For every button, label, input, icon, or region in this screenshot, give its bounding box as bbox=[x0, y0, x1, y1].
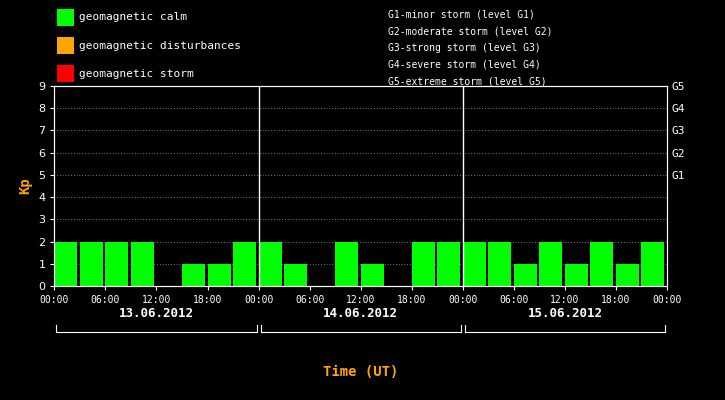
Bar bbox=[463, 242, 486, 286]
Text: G2-moderate storm (level G2): G2-moderate storm (level G2) bbox=[388, 26, 552, 36]
Bar bbox=[54, 242, 78, 286]
Bar bbox=[131, 242, 154, 286]
Bar bbox=[642, 242, 664, 286]
Bar bbox=[412, 242, 435, 286]
Bar bbox=[335, 242, 358, 286]
Text: Time (UT): Time (UT) bbox=[323, 365, 398, 379]
Bar bbox=[360, 264, 384, 286]
Bar bbox=[284, 264, 307, 286]
Bar bbox=[182, 264, 205, 286]
Text: G4-severe storm (level G4): G4-severe storm (level G4) bbox=[388, 60, 541, 70]
Bar bbox=[514, 264, 536, 286]
FancyBboxPatch shape bbox=[57, 37, 74, 54]
Text: geomagnetic storm: geomagnetic storm bbox=[79, 69, 194, 79]
Bar bbox=[80, 242, 103, 286]
Text: 13.06.2012: 13.06.2012 bbox=[119, 307, 194, 320]
Bar bbox=[565, 264, 588, 286]
Text: G3-strong storm (level G3): G3-strong storm (level G3) bbox=[388, 43, 541, 53]
Text: 14.06.2012: 14.06.2012 bbox=[323, 307, 398, 320]
Bar bbox=[437, 242, 460, 286]
Bar bbox=[207, 264, 231, 286]
Bar bbox=[105, 242, 128, 286]
Text: G1-minor storm (level G1): G1-minor storm (level G1) bbox=[388, 10, 535, 20]
Y-axis label: Kp: Kp bbox=[19, 178, 33, 194]
FancyBboxPatch shape bbox=[57, 9, 74, 26]
Bar bbox=[259, 242, 281, 286]
Bar bbox=[539, 242, 563, 286]
Bar bbox=[233, 242, 256, 286]
Bar bbox=[590, 242, 613, 286]
Text: geomagnetic disturbances: geomagnetic disturbances bbox=[79, 40, 241, 50]
Bar bbox=[616, 264, 639, 286]
FancyBboxPatch shape bbox=[57, 65, 74, 82]
Text: 15.06.2012: 15.06.2012 bbox=[527, 307, 602, 320]
Text: G5-extreme storm (level G5): G5-extreme storm (level G5) bbox=[388, 77, 547, 87]
Bar bbox=[489, 242, 511, 286]
Text: geomagnetic calm: geomagnetic calm bbox=[79, 12, 187, 22]
